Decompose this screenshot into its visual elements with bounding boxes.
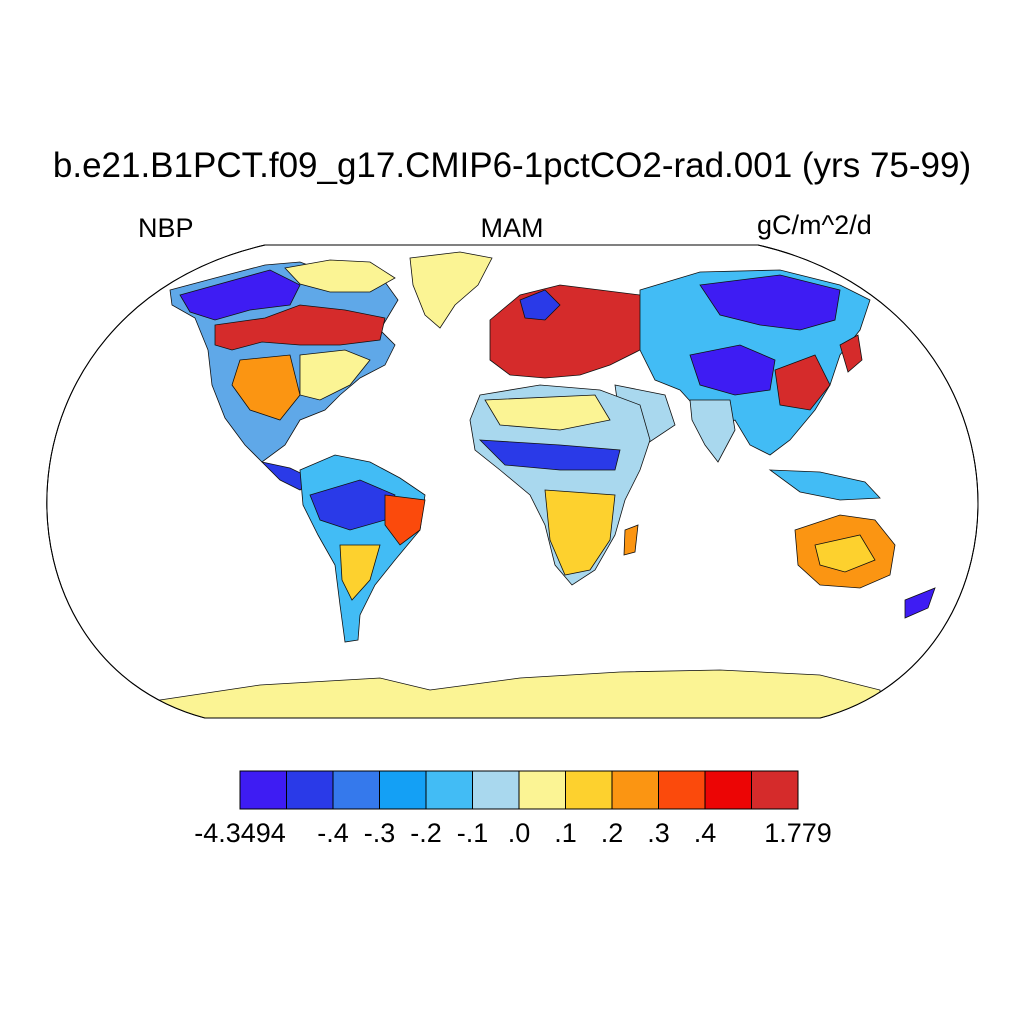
central-asia-blue	[689, 344, 776, 396]
australia-interior	[814, 534, 876, 573]
china-east-red	[774, 354, 831, 411]
colorbar-swatch	[751, 770, 799, 810]
colorbar-tick-label: .2	[600, 818, 624, 848]
new-zealand	[904, 587, 936, 619]
arctic-islands	[284, 259, 396, 293]
india-landmass	[689, 399, 736, 463]
antarctica-landmass	[159, 669, 881, 718]
season-label: MAM	[480, 213, 544, 243]
colorbar-swatch	[472, 770, 520, 810]
japan-landmass	[839, 334, 863, 373]
colorbar-tick-label: 1.779	[764, 818, 832, 848]
colorbar-swatch	[332, 770, 380, 810]
sahel-blue	[478, 439, 621, 471]
north-america-plains	[231, 354, 301, 421]
madagascar	[623, 524, 639, 556]
north-america-red-band	[214, 304, 386, 351]
colorbar-tick-label: .3	[647, 818, 670, 848]
colorbar-tick-label: -4.3494	[194, 818, 286, 848]
colorbar-tick-label: -.1	[456, 818, 489, 848]
colorbar-swatch	[379, 770, 427, 810]
north-america-north-band	[179, 269, 301, 321]
colorbar-tick-label: .0	[507, 818, 531, 848]
brazil-east	[384, 494, 426, 546]
colorbar-tick-label: .1	[554, 818, 577, 848]
greenland-landmass	[409, 251, 493, 329]
colorbar-tick-label: -.4	[317, 818, 349, 848]
indonesia-landmass	[768, 469, 881, 501]
variable-label: NBP	[138, 213, 194, 243]
colorbar-tick-label: -.3	[363, 818, 396, 848]
southern-africa	[544, 489, 616, 576]
sahara-yellow	[484, 394, 611, 431]
plot-title: b.e21.B1PCT.f09_g17.CMIP6-1pctCO2-rad.00…	[52, 146, 972, 185]
units-label: gC/m^2/d	[757, 210, 872, 240]
colorbar-swatch	[286, 770, 334, 810]
colorbar-swatch	[565, 770, 613, 810]
colorbar-swatch	[704, 770, 752, 810]
colorbar-tick-label: -.2	[410, 818, 442, 848]
colorbar-swatch	[518, 770, 566, 810]
south-america-south	[339, 544, 381, 601]
colorbar-swatch	[611, 770, 659, 810]
colorbar-swatch	[658, 770, 706, 810]
siberia-blue	[699, 274, 841, 331]
colorbar-swatch	[425, 770, 473, 810]
scandinavia-blue	[519, 289, 561, 321]
colorbar-tick-label: .4	[693, 818, 717, 848]
colorbar-swatch	[239, 770, 287, 810]
